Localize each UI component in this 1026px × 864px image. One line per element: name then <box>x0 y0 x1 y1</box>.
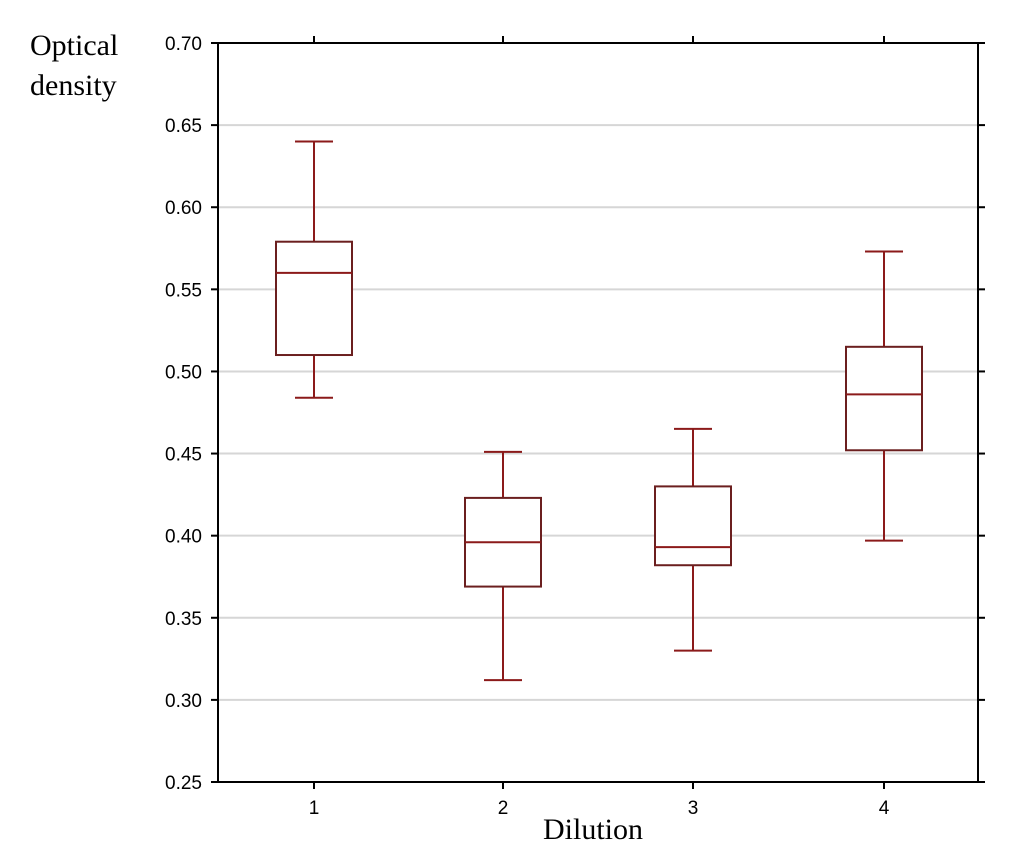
x-tick-label: 1 <box>309 798 320 819</box>
box-iqr-3 <box>654 485 732 567</box>
x-axis-title: Dilution <box>543 813 643 846</box>
y-tick-label: 0.70 <box>165 34 202 55</box>
x-tick-label: 4 <box>879 798 890 819</box>
y-tick-label: 0.60 <box>165 198 202 219</box>
y-axis-title: density <box>30 69 117 102</box>
x-tick-label: 2 <box>498 798 509 819</box>
y-axis-title: Optical <box>30 29 118 62</box>
y-tick-label: 0.55 <box>165 280 202 301</box>
x-tick-label: 3 <box>688 798 699 819</box>
y-tick-label: 0.40 <box>165 527 202 548</box>
y-tick-label: 0.30 <box>165 691 202 712</box>
box-iqr-1 <box>275 240 353 357</box>
y-tick-label: 0.35 <box>165 609 202 630</box>
box-iqr-4 <box>845 345 923 452</box>
y-tick-label: 0.25 <box>165 773 202 794</box>
plot-frame <box>217 42 979 783</box>
y-tick-label: 0.45 <box>165 445 202 466</box>
y-tick-label: 0.65 <box>165 116 202 137</box>
y-tick-label: 0.50 <box>165 362 202 383</box>
